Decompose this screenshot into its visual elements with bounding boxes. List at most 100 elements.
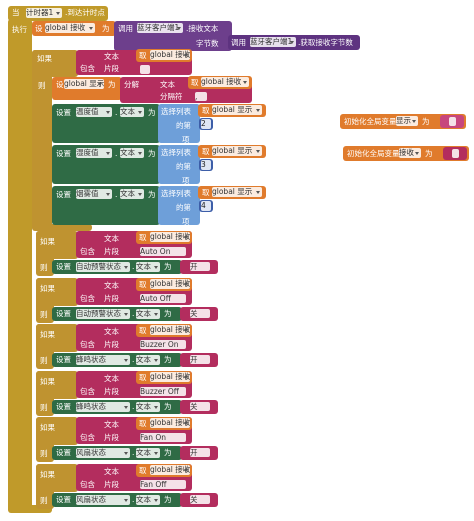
block-label: 项	[182, 217, 190, 226]
block-label: 包含	[80, 387, 95, 396]
block-label: 则	[40, 310, 48, 319]
dropdown-text: global 接收	[150, 372, 191, 381]
block-label: .接收文本	[186, 24, 219, 33]
block-label: 包含	[80, 247, 95, 256]
property-dropdown[interactable]: 文本	[136, 309, 160, 319]
if-block-foot	[32, 224, 92, 231]
block-label: .	[132, 402, 135, 411]
block-label: 片段	[104, 387, 119, 396]
dropdown-field[interactable]: global 接收	[150, 232, 190, 242]
string-text: Fan Off	[140, 480, 167, 489]
dropdown-text: global 接收	[150, 325, 191, 334]
block-label: 则	[40, 403, 48, 412]
string-text: Buzzer On	[140, 340, 179, 349]
block-label: 项	[182, 135, 190, 144]
block-label: 为	[422, 117, 430, 126]
component-dropdown[interactable]: 蜂鸣状态	[76, 355, 130, 365]
component-dropdown[interactable]: 湿度值	[76, 148, 112, 158]
block-label: 的第	[176, 121, 191, 130]
block-label: 片段	[104, 480, 119, 489]
block-label: 则	[38, 81, 46, 90]
dropdown-text: 文本	[120, 148, 135, 157]
dropdown-text: global 显示	[212, 105, 253, 114]
dropdown-field[interactable]: global 接收	[150, 279, 190, 289]
dropdown-text: 蓝牙客户端1	[250, 37, 293, 46]
dropdown-field[interactable]: global 接收	[150, 325, 190, 335]
block-label: 包含	[80, 480, 95, 489]
property-dropdown[interactable]: 文本	[120, 189, 144, 199]
property-dropdown[interactable]: 文本	[120, 148, 144, 158]
block-label: .	[132, 495, 135, 504]
string-text: 开	[190, 448, 198, 457]
block-label: 为	[164, 355, 172, 364]
value-icon	[452, 149, 459, 158]
select-list-item-block	[158, 186, 200, 225]
block-label: 设置	[56, 495, 71, 504]
block-label: 文本	[104, 467, 119, 476]
block-label: 的第	[176, 203, 191, 212]
event-block-body	[8, 19, 32, 511]
component-dropdown[interactable]: 蜂鸣状态	[76, 402, 130, 412]
block-label: 取	[139, 419, 147, 428]
block-label: .	[132, 309, 135, 318]
if-block-header	[36, 371, 78, 399]
dropdown-field[interactable]: global 显示	[212, 187, 262, 197]
empty-string-block	[443, 147, 467, 160]
block-label: 取	[191, 78, 199, 87]
dropdown-field[interactable]: 接收	[399, 148, 421, 158]
component-dropdown[interactable]: 计时器1	[26, 8, 62, 18]
string-text: 开	[190, 355, 198, 364]
dropdown-field[interactable]: global 接收	[150, 50, 190, 60]
string-text: ,	[195, 92, 198, 101]
string-text: Auto On	[140, 247, 171, 256]
block-label: 如果	[37, 54, 52, 63]
dropdown-field[interactable]: global 接收	[150, 418, 190, 428]
property-dropdown[interactable]: 文本	[136, 355, 160, 365]
property-dropdown[interactable]: 文本	[136, 448, 160, 458]
block-label: 为	[164, 402, 172, 411]
number-block: 2	[199, 118, 213, 130]
dropdown-text: 湿度值	[76, 148, 99, 157]
block-label: 设	[56, 80, 64, 89]
dropdown-field[interactable]: global 接收	[45, 23, 95, 33]
dropdown-field[interactable]: global 显示	[64, 79, 104, 89]
if-block-header	[36, 278, 78, 306]
dropdown-field[interactable]: 显示	[396, 116, 418, 126]
dropdown-field[interactable]: global 接收	[201, 77, 249, 87]
block-label: 设置	[56, 262, 71, 271]
block-label: 包含	[80, 340, 95, 349]
string-text: 关	[190, 495, 198, 504]
dropdown-field[interactable]: global 显示	[212, 105, 262, 115]
property-dropdown[interactable]: 文本	[136, 402, 160, 412]
dropdown-field[interactable]: global 接收	[150, 372, 190, 382]
block-label: 初始化全局变量	[347, 149, 400, 158]
dropdown-field[interactable]: global 显示	[212, 146, 262, 156]
string-literal: 开	[190, 448, 210, 457]
block-label: 选择列表	[161, 148, 191, 157]
string-literal: Fan On	[140, 433, 186, 442]
block-label: 如果	[40, 470, 55, 479]
component-dropdown[interactable]: 烟雾值	[76, 189, 112, 199]
block-label: 片段	[104, 64, 119, 73]
property-dropdown[interactable]: 文本	[120, 107, 144, 117]
component-dropdown[interactable]: 自动预警状态	[76, 309, 130, 319]
component-dropdown[interactable]: 蓝牙客户端1	[137, 23, 183, 33]
dropdown-text: global 接收	[150, 279, 191, 288]
block-label: 片段	[104, 294, 119, 303]
dropdown-field[interactable]: global 接收	[150, 465, 190, 475]
block-label: 当	[12, 8, 20, 17]
dropdown-text: 文本	[120, 107, 135, 116]
component-dropdown[interactable]: 风扇状态	[76, 495, 130, 505]
component-dropdown[interactable]: 自动预警状态	[76, 262, 130, 272]
dropdown-text: global 接收	[45, 23, 86, 32]
dropdown-text: 文本	[136, 355, 151, 364]
property-dropdown[interactable]: 文本	[136, 262, 160, 272]
component-dropdown[interactable]: 蓝牙客户端1	[250, 37, 296, 47]
block-label: 文本	[160, 80, 175, 89]
component-dropdown[interactable]: 风扇状态	[76, 448, 130, 458]
component-dropdown[interactable]: 温度值	[76, 107, 112, 117]
property-dropdown[interactable]: 文本	[136, 495, 160, 505]
block-label: 文本	[104, 234, 119, 243]
select-list-item-block	[158, 145, 200, 184]
block-label: 设置	[56, 448, 71, 457]
